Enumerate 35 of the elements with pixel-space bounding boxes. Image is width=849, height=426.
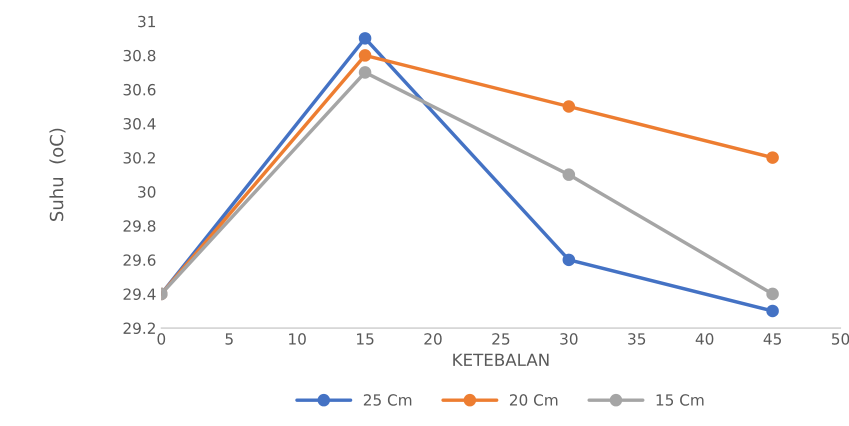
point	[562, 254, 576, 266]
legend-label: 25 Cm	[364, 394, 412, 406]
point	[562, 100, 576, 113]
point	[358, 32, 372, 45]
y-tick-label: 30	[138, 186, 156, 198]
y-tick-label: 29.2	[124, 322, 155, 334]
x-tick-label: 10	[289, 333, 306, 345]
y-tick-label: 29.4	[124, 288, 156, 300]
y-tick-label: 29.8	[124, 220, 156, 232]
x-tick-label: 35	[628, 333, 646, 345]
point	[766, 151, 779, 164]
point	[358, 66, 372, 79]
x-tick-label: 30	[560, 333, 578, 345]
y-tick-label: 30.2	[124, 152, 155, 164]
point	[766, 304, 779, 318]
point	[358, 49, 372, 62]
x-tick-label: 15	[357, 333, 374, 345]
x-tick-label: 5	[226, 333, 233, 345]
y-tick-label: 31	[138, 16, 156, 28]
legend-label: 15 Cm	[656, 394, 704, 406]
x-tick-label: 20	[424, 333, 442, 345]
point	[562, 168, 576, 181]
y-tick-label: 30.6	[124, 84, 156, 96]
y-tick-label: 29.6	[124, 254, 156, 266]
x-tick-label: 50	[832, 333, 849, 345]
point	[766, 288, 779, 300]
x-tick-label: 40	[696, 333, 714, 345]
x-axis-title: KETEBALAN	[453, 354, 549, 366]
y-axis-title: Suhu (oC)	[49, 128, 66, 221]
x-tick-label: 45	[764, 333, 781, 345]
y-tick-label: 30.8	[124, 50, 156, 62]
legend-label: 20 Cm	[510, 394, 558, 406]
x-tick-label: 25	[492, 333, 510, 345]
x-tick-label: 0	[157, 333, 166, 345]
y-tick-label: 30.4	[124, 118, 156, 130]
